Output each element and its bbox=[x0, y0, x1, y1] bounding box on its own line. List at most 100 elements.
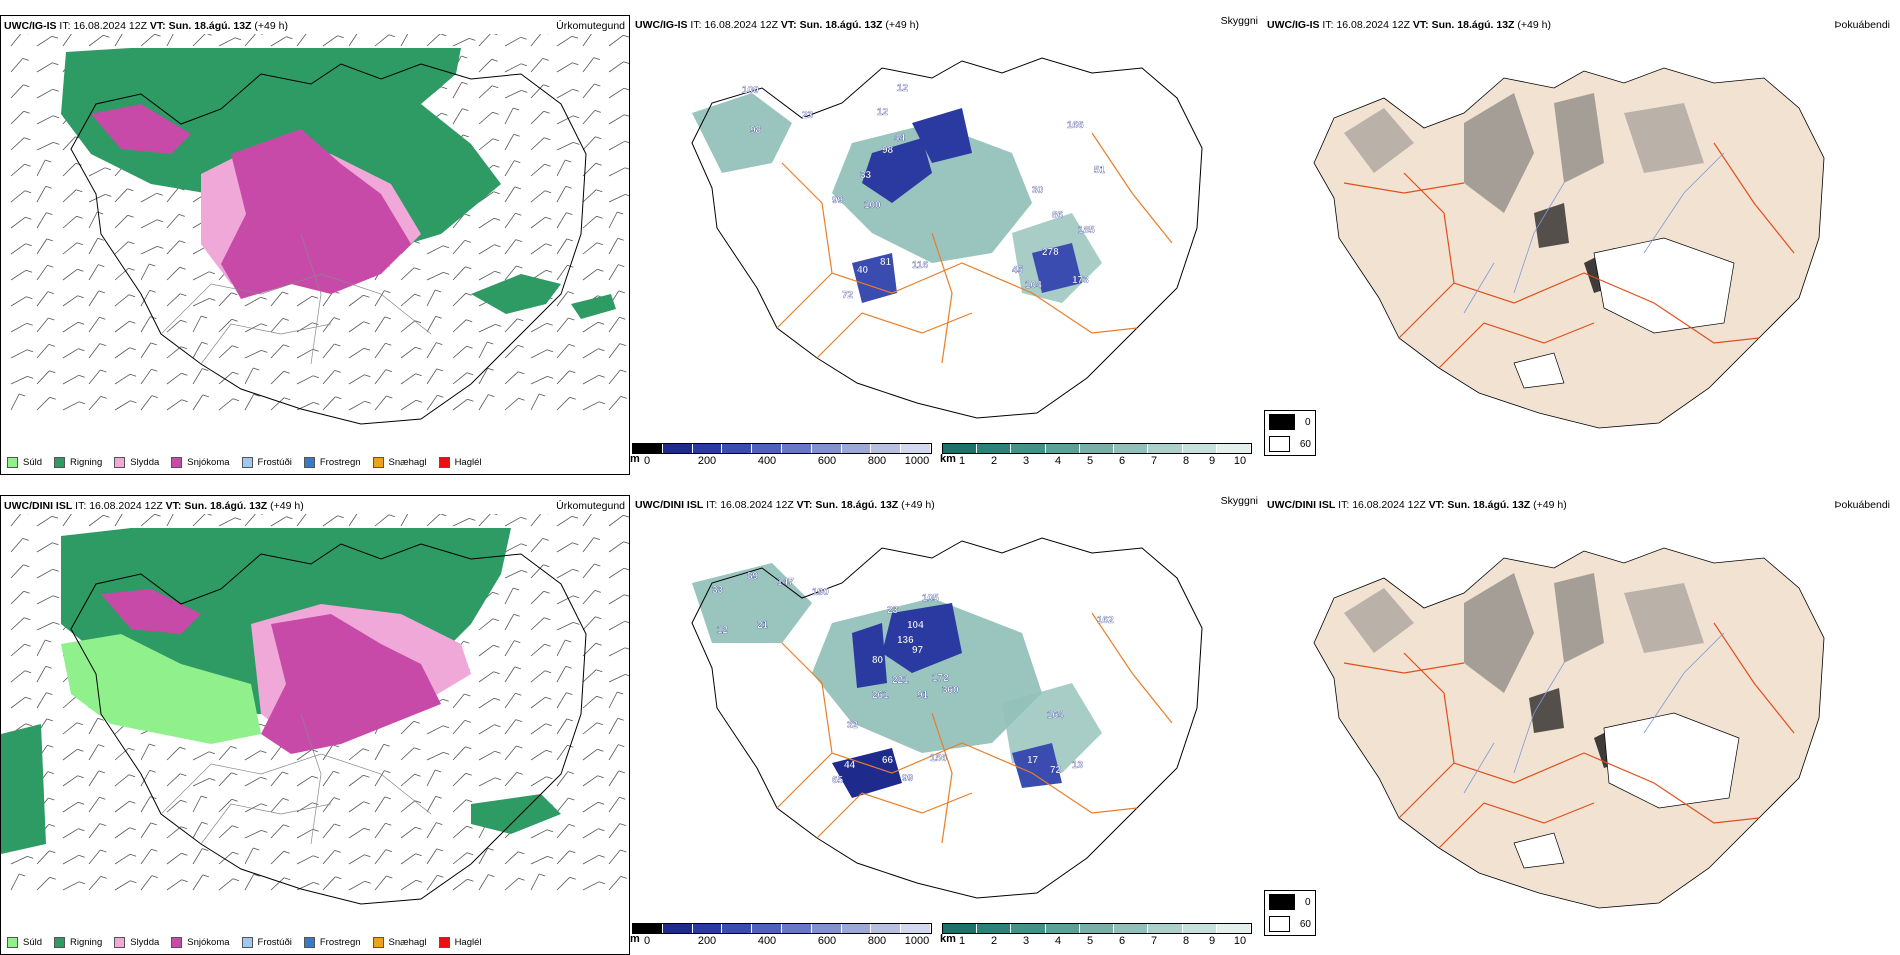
wind-barb bbox=[11, 856, 27, 864]
wind-barb-flag bbox=[364, 802, 370, 804]
wind-barb bbox=[193, 342, 202, 358]
wind-barb bbox=[557, 344, 569, 358]
wind-barb-flag bbox=[495, 324, 501, 326]
legend-item: Súld bbox=[7, 937, 42, 948]
wind-barb-flag bbox=[364, 855, 370, 857]
wind-barb bbox=[141, 343, 151, 358]
wind-barb-flag bbox=[547, 830, 553, 832]
wind-barb bbox=[115, 295, 129, 306]
wind-barb-flag bbox=[620, 370, 626, 372]
wind-barb bbox=[609, 344, 620, 358]
wind-barb-flag bbox=[47, 239, 53, 241]
wind-barb-flag bbox=[441, 87, 447, 89]
panel-header: UWC/IG-IS IT: 16.08.2024 12Z VT: Sun. 18… bbox=[4, 20, 288, 32]
wind-barb bbox=[557, 622, 573, 630]
wind-barb bbox=[531, 750, 546, 760]
wind-barb bbox=[141, 744, 149, 760]
wind-barb bbox=[453, 320, 466, 332]
wind-barb-flag bbox=[103, 35, 109, 37]
wind-barb-flag bbox=[101, 876, 107, 878]
wind-barb-flag bbox=[180, 267, 186, 269]
wind-barb bbox=[375, 515, 389, 526]
wind-barb-flag bbox=[436, 796, 442, 798]
wind-barb bbox=[37, 344, 49, 358]
wind-barb-flag bbox=[312, 296, 318, 298]
wind-barb bbox=[557, 318, 568, 332]
wind-barb-flag bbox=[467, 373, 473, 375]
wind-barb-flag bbox=[335, 850, 341, 852]
wind-barb-flag bbox=[209, 298, 215, 300]
wind-barb bbox=[11, 270, 26, 280]
wind-barb bbox=[531, 58, 543, 72]
wind-barb bbox=[37, 851, 49, 864]
wind-barb-flag bbox=[49, 824, 55, 826]
wind-barb-flag bbox=[385, 797, 391, 799]
wind-barb-flag bbox=[465, 720, 471, 722]
wind-barb bbox=[531, 644, 545, 656]
wind-barb bbox=[453, 293, 466, 306]
wind-barb-flag bbox=[335, 877, 341, 879]
wind-barb bbox=[531, 697, 545, 708]
wind-barb-flag bbox=[625, 141, 629, 143]
wind-barb bbox=[609, 850, 620, 864]
wind-barb-flag bbox=[623, 515, 629, 517]
wind-barb-flag bbox=[545, 671, 551, 673]
wind-barb-flag bbox=[466, 293, 472, 295]
wind-barb-flag bbox=[595, 137, 601, 139]
wind-barb bbox=[375, 35, 389, 46]
wind-barb bbox=[557, 640, 565, 656]
wind-barb-flag bbox=[620, 824, 626, 826]
wind-barb-flag bbox=[437, 369, 443, 371]
ceiling-unit: m bbox=[630, 453, 640, 465]
legend-item: Frostregn bbox=[304, 457, 361, 468]
wind-barb-flag bbox=[493, 645, 499, 647]
wind-barb bbox=[89, 344, 100, 358]
wind-barb-flag bbox=[49, 851, 55, 853]
wind-barb bbox=[37, 63, 52, 72]
wind-barb-flag bbox=[151, 369, 157, 371]
wind-barb bbox=[115, 34, 124, 46]
wind-barb bbox=[193, 34, 206, 46]
wind-barb-flag bbox=[467, 826, 473, 828]
wind-barb-flag bbox=[572, 543, 578, 545]
wind-barb bbox=[583, 590, 595, 604]
wind-barb bbox=[609, 265, 618, 280]
wind-barb bbox=[401, 880, 416, 890]
wind-barb-flag bbox=[515, 693, 521, 695]
ceiling-label: 12 bbox=[717, 625, 729, 636]
ceiling-label: 44 bbox=[894, 133, 906, 144]
wind-barb bbox=[557, 265, 567, 280]
wind-barb bbox=[349, 34, 359, 46]
wind-barb bbox=[245, 394, 254, 410]
wind-barb bbox=[37, 596, 53, 604]
wind-barb-flag bbox=[49, 371, 55, 373]
wind-barb-flag bbox=[619, 771, 625, 773]
wind-barb-flag bbox=[567, 239, 573, 241]
wind-barb bbox=[115, 268, 129, 280]
wind-barb bbox=[453, 694, 464, 708]
wind-barb-flag bbox=[261, 830, 267, 832]
wind-barb-flag bbox=[493, 592, 499, 594]
legend-item: Snjókoma bbox=[171, 457, 229, 468]
wind-barb bbox=[557, 666, 566, 682]
wind-barb bbox=[427, 823, 436, 838]
wind-barb-flag bbox=[469, 518, 475, 520]
wind-barb bbox=[115, 854, 130, 864]
wind-barb bbox=[609, 317, 619, 332]
wind-barb-flag bbox=[598, 776, 604, 778]
wind-barb bbox=[557, 397, 570, 410]
wind-barb bbox=[583, 538, 594, 552]
wind-barb-flag bbox=[180, 774, 186, 776]
legend-item: Rigning bbox=[54, 457, 102, 468]
legend-item: Snæhagl bbox=[373, 937, 427, 948]
legend-item: Frostúði bbox=[242, 937, 292, 948]
wind-barb-flag bbox=[253, 368, 259, 370]
wind-barb-flag bbox=[182, 400, 188, 402]
wind-barb-flag bbox=[231, 746, 237, 748]
wind-barb-flag bbox=[203, 875, 209, 877]
wind-barb bbox=[11, 244, 26, 254]
wind-barb bbox=[401, 801, 415, 812]
wind-barb bbox=[583, 375, 599, 384]
wind-barb bbox=[531, 164, 545, 176]
wind-barb-flag bbox=[128, 215, 134, 217]
